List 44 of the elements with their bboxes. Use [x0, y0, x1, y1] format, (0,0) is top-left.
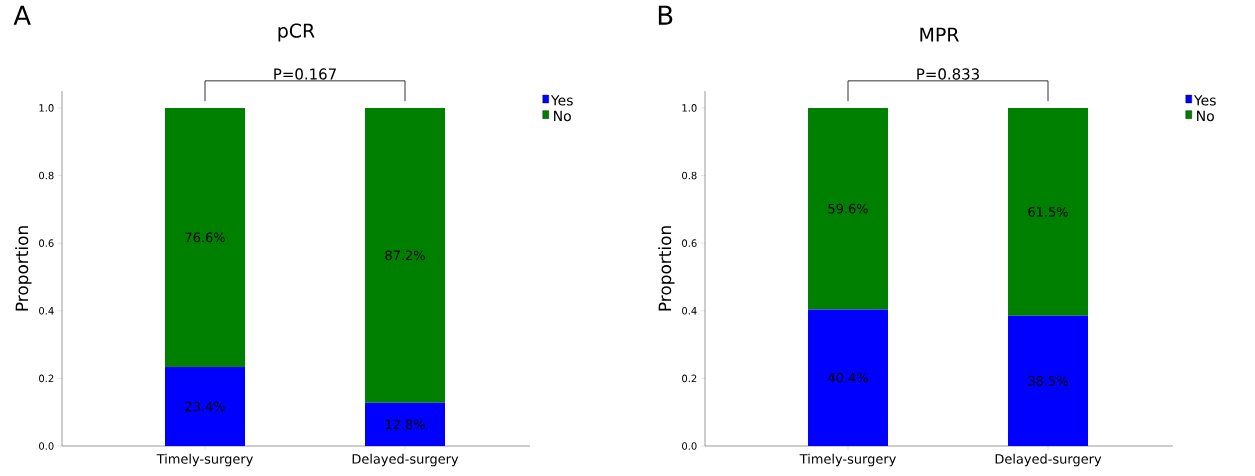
data-label: 12.8%: [385, 419, 425, 430]
bar: [365, 402, 446, 446]
data-label: 87.2%: [385, 250, 425, 261]
y-tick-label: 0.8: [39, 171, 54, 180]
chart-title: MPR: [920, 27, 959, 42]
y-tick-label: 0.0: [39, 442, 54, 450]
text: P=0.167: [274, 68, 336, 80]
y-tick-label: 0.4: [39, 306, 54, 315]
legend-label: Yes: [550, 95, 573, 106]
x-tick-label: Timely-surgery: [156, 453, 253, 467]
bar: [808, 309, 889, 446]
y-tick-label: 1.0: [39, 104, 54, 112]
x-tick-label: Delayed-surgery: [995, 453, 1102, 467]
bar: [1008, 107, 1089, 316]
legend-label: No: [1197, 110, 1214, 122]
y-tick-label: 0.2: [682, 374, 697, 383]
text: A: [13, 5, 31, 25]
bar: [165, 107, 245, 367]
y-tick-label: 1.0: [682, 104, 697, 112]
legend-label: No: [554, 110, 571, 122]
chart-title: pCR: [278, 23, 315, 42]
y-tick-label: 0.6: [39, 239, 54, 247]
data-label: 61.5%: [1028, 206, 1068, 217]
y-tick-label: 0.8: [682, 171, 697, 180]
bar: [1008, 315, 1089, 446]
data-label: 40.4%: [828, 372, 868, 383]
data-label: 76.6%: [185, 232, 225, 243]
y-tick-label: 0.4: [682, 306, 697, 315]
y-tick-label: 0.2: [39, 374, 54, 383]
x-tick-label: Timely-surgery: [799, 453, 896, 467]
bar: [808, 107, 889, 310]
data-label: 38.5%: [1028, 376, 1068, 386]
y-tick-label: 0.6: [682, 239, 697, 247]
text: P=0.833: [917, 68, 979, 80]
data-label: 23.4%: [185, 401, 225, 412]
data-label: 59.6%: [828, 203, 868, 214]
bar: [165, 366, 245, 446]
y-axis-title: Proportion: [658, 226, 675, 311]
x-tick-label: Delayed-surgery: [352, 453, 459, 467]
text: B: [658, 5, 673, 25]
legend-label: Yes: [1193, 95, 1216, 106]
y-tick-label: 0.0: [682, 442, 697, 450]
bar: [365, 107, 446, 403]
y-axis-title: Proportion: [15, 226, 32, 311]
